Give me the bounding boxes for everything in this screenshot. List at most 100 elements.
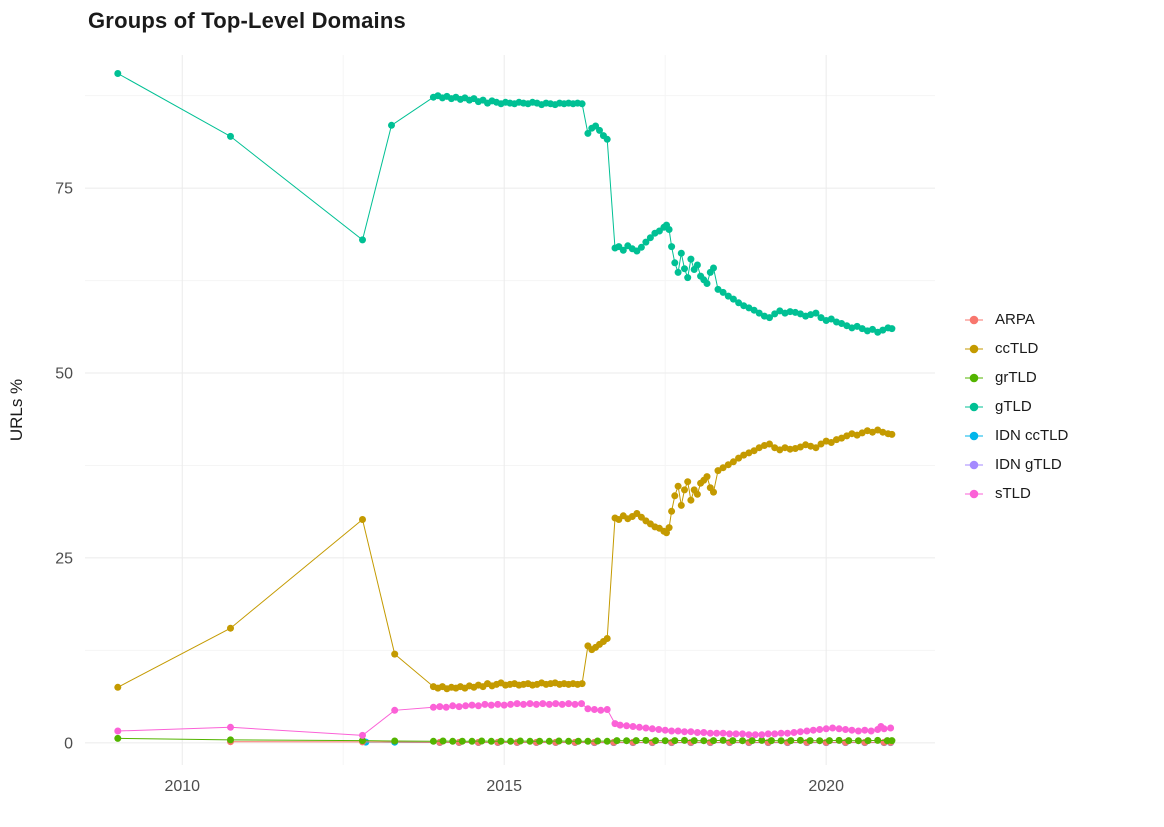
- legend-item-stld: sTLD: [962, 484, 1164, 504]
- data-point: [526, 737, 534, 745]
- data-point: [687, 728, 695, 736]
- data-point: [668, 243, 676, 251]
- legend-key-icon: [965, 489, 983, 498]
- data-point: [545, 737, 553, 745]
- y-tick-label: 50: [55, 366, 73, 383]
- data-point: [597, 706, 605, 714]
- data-point: [777, 729, 785, 737]
- data-point: [687, 496, 695, 504]
- data-point: [714, 285, 722, 293]
- data-point: [388, 121, 395, 129]
- y-axis-title: URLs %: [7, 379, 26, 441]
- data-point: [784, 729, 791, 737]
- data-point: [888, 430, 896, 438]
- data-point: [391, 650, 399, 658]
- data-point: [629, 723, 637, 730]
- legend-item-idn-cctld: IDN ccTLD: [962, 426, 1164, 446]
- data-point: [735, 454, 743, 462]
- data-point: [767, 737, 775, 745]
- data-point: [710, 737, 717, 745]
- data-point: [114, 683, 122, 691]
- data-point: [732, 730, 740, 738]
- data-point: [429, 737, 437, 745]
- data-point: [869, 325, 876, 333]
- gridlines: [85, 55, 935, 765]
- data-point: [497, 737, 505, 745]
- data-point: [359, 236, 366, 244]
- data-point: [729, 295, 737, 303]
- series-stld: [114, 700, 895, 739]
- data-point: [642, 724, 650, 732]
- data-point: [623, 737, 631, 745]
- legend-label: grTLD: [995, 369, 1037, 386]
- data-point: [825, 737, 833, 745]
- data-point: [458, 737, 466, 745]
- data-point: [861, 726, 869, 734]
- data-point: [812, 444, 820, 452]
- data-point: [674, 727, 682, 735]
- data-point: [590, 706, 598, 713]
- data-point: [710, 488, 717, 496]
- data-point: [729, 737, 737, 745]
- data-point: [584, 129, 592, 137]
- data-point: [468, 701, 476, 709]
- y-tick-label: 75: [55, 181, 73, 198]
- data-point: [817, 440, 825, 448]
- data-point: [594, 737, 602, 745]
- data-point: [809, 726, 817, 734]
- data-point: [439, 737, 447, 745]
- data-point: [391, 737, 399, 745]
- data-point: [584, 705, 592, 713]
- data-point: [507, 737, 515, 745]
- axis-labels: 0 25 50 75 2010 2015 2020: [55, 181, 844, 795]
- data-point: [835, 736, 843, 744]
- data-point: [724, 461, 732, 469]
- data-point: [758, 736, 766, 744]
- data-point: [648, 725, 656, 733]
- data-point: [578, 680, 586, 688]
- data-point: [642, 238, 650, 246]
- data-point: [864, 737, 872, 745]
- legend-label: IDN ccTLD: [995, 427, 1069, 444]
- data-point: [822, 725, 830, 733]
- data-point: [442, 703, 450, 711]
- legend-key-icon: [965, 315, 983, 324]
- data-point: [671, 737, 679, 745]
- data-point: [750, 447, 758, 455]
- data-point: [603, 737, 611, 745]
- data-point: [817, 314, 825, 322]
- legend-label: ARPA: [995, 311, 1035, 328]
- data-point: [787, 737, 795, 745]
- legend-item-idn-gtld: IDN gTLD: [962, 455, 1164, 475]
- data-point: [478, 737, 486, 745]
- data-point: [574, 737, 582, 745]
- legend-item-arpa: ARPA: [962, 310, 1164, 330]
- data-point: [526, 700, 534, 708]
- legend-label: IDN gTLD: [995, 456, 1062, 473]
- data-point: [758, 731, 766, 739]
- data-point: [555, 737, 563, 745]
- data-point: [745, 731, 753, 739]
- legend-key-icon: [965, 431, 983, 440]
- data-point: [719, 736, 727, 744]
- data-point: [693, 490, 701, 498]
- data-point: [693, 729, 701, 736]
- data-point: [777, 737, 785, 745]
- legend-key-icon: [965, 344, 983, 353]
- data-point: [668, 727, 676, 735]
- data-point: [652, 737, 659, 745]
- data-point: [690, 737, 698, 745]
- data-point: [845, 737, 853, 745]
- data-point: [632, 737, 640, 745]
- data-point: [436, 703, 444, 711]
- data-point: [481, 700, 489, 708]
- data-point: [578, 700, 585, 708]
- data-point: [887, 724, 895, 732]
- data-point: [532, 700, 540, 708]
- data-point: [739, 730, 746, 738]
- data-point: [719, 288, 727, 296]
- data-point: [812, 309, 820, 317]
- data-point: [227, 723, 234, 731]
- data-point: [729, 458, 737, 466]
- data-point: [748, 737, 756, 745]
